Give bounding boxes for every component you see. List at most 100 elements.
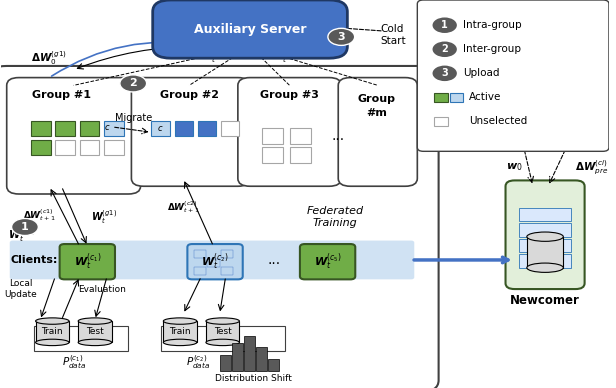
Bar	[208, 259, 220, 267]
Bar	[519, 208, 570, 221]
Text: Local
Update: Local Update	[4, 279, 37, 299]
Text: $c$: $c$	[157, 124, 164, 133]
Bar	[262, 147, 283, 163]
Text: $\boldsymbol{\Delta W}^{(ci)}_{pre}$: $\boldsymbol{\Delta W}^{(ci)}_{pre}$	[575, 158, 609, 176]
Bar	[36, 321, 69, 343]
Circle shape	[432, 17, 457, 33]
Bar	[31, 121, 51, 136]
Text: $\boldsymbol{W}_t^{(c_5)}$: $\boldsymbol{W}_t^{(c_5)}$	[314, 251, 342, 272]
Text: $\boldsymbol{\Delta W}_{t+1}^{(c1)}$: $\boldsymbol{\Delta W}_{t+1}^{(c1)}$	[23, 208, 55, 223]
Text: Intra-group: Intra-group	[463, 20, 522, 30]
Text: 2: 2	[129, 78, 137, 88]
Bar	[232, 343, 243, 371]
Text: $P^{(c_1)}_{data}$: $P^{(c_1)}_{data}$	[62, 353, 86, 371]
Text: $\boldsymbol{\Delta W}_{t+1}^{(c2)}$: $\boldsymbol{\Delta W}_{t+1}^{(c2)}$	[167, 200, 200, 215]
Circle shape	[12, 218, 38, 236]
Text: ...: ...	[268, 253, 281, 267]
Bar	[221, 267, 233, 275]
Bar	[519, 254, 570, 268]
Bar	[79, 121, 99, 136]
Bar	[206, 321, 240, 343]
Bar	[152, 121, 170, 136]
FancyBboxPatch shape	[60, 244, 115, 279]
Bar	[55, 140, 75, 155]
Text: $\boldsymbol{W}_t^{(c_1)}$: $\boldsymbol{W}_t^{(c_1)}$	[74, 251, 102, 272]
Ellipse shape	[78, 339, 111, 346]
Text: ...: ...	[331, 129, 345, 143]
Bar	[434, 93, 448, 102]
Bar	[519, 223, 570, 237]
Bar	[161, 326, 285, 351]
Text: #m: #m	[366, 107, 387, 118]
Bar	[221, 250, 233, 258]
FancyBboxPatch shape	[10, 241, 415, 279]
Ellipse shape	[206, 318, 240, 324]
Ellipse shape	[78, 318, 111, 324]
Bar	[55, 121, 75, 136]
Text: $\tilde{\boldsymbol{w}}_t^{(g_i)}$: $\tilde{\boldsymbol{w}}_t^{(g_i)}$	[202, 47, 225, 65]
Text: Group: Group	[357, 94, 395, 104]
Bar	[269, 359, 279, 371]
Text: Federated
Training: Federated Training	[307, 206, 364, 228]
Text: Group #2: Group #2	[160, 90, 219, 100]
Text: Group #1: Group #1	[32, 90, 91, 100]
Bar	[434, 117, 448, 126]
Text: Inter-group: Inter-group	[463, 44, 521, 54]
Circle shape	[432, 42, 457, 57]
Bar	[79, 140, 99, 155]
Bar	[174, 121, 193, 136]
Bar	[290, 147, 311, 163]
Text: 1: 1	[441, 20, 448, 30]
Bar	[220, 355, 230, 371]
Ellipse shape	[206, 339, 240, 346]
Bar	[194, 250, 206, 258]
FancyBboxPatch shape	[238, 78, 341, 186]
Bar	[290, 128, 311, 144]
Bar	[163, 321, 197, 343]
Text: Train: Train	[169, 327, 191, 336]
Bar	[450, 93, 463, 102]
Bar	[34, 326, 128, 351]
Text: 1: 1	[21, 222, 29, 232]
Ellipse shape	[527, 263, 563, 272]
Text: Test: Test	[86, 327, 103, 336]
Text: $\boldsymbol{W}_t^{(g1)}$: $\boldsymbol{W}_t^{(g1)}$	[8, 226, 36, 244]
Circle shape	[120, 75, 147, 92]
Text: Distribution Shift: Distribution Shift	[214, 374, 291, 383]
FancyBboxPatch shape	[187, 244, 243, 279]
Text: $\boldsymbol{W}_t^{(g1)}$: $\boldsymbol{W}_t^{(g1)}$	[91, 208, 117, 226]
Text: Newcomer: Newcomer	[510, 294, 580, 307]
Bar	[104, 121, 123, 136]
Bar	[104, 140, 123, 155]
Ellipse shape	[36, 318, 69, 324]
Ellipse shape	[163, 339, 197, 346]
Text: $\boldsymbol{\Delta W}_0^{(g1)}$: $\boldsymbol{\Delta W}_0^{(g1)}$	[31, 49, 67, 67]
Text: Active: Active	[469, 92, 501, 102]
FancyBboxPatch shape	[506, 180, 585, 289]
FancyBboxPatch shape	[300, 244, 355, 279]
Bar	[519, 239, 570, 252]
Text: 3: 3	[441, 68, 448, 78]
FancyBboxPatch shape	[7, 78, 140, 194]
Text: 2: 2	[441, 44, 448, 54]
Text: $P^{(c_2)}_{data}$: $P^{(c_2)}_{data}$	[186, 353, 211, 371]
Bar	[256, 347, 267, 371]
Ellipse shape	[527, 232, 563, 241]
Ellipse shape	[36, 339, 69, 346]
Bar	[244, 336, 255, 371]
Text: Migrate: Migrate	[115, 113, 152, 123]
Bar	[262, 128, 283, 144]
Text: Upload: Upload	[463, 68, 500, 78]
Bar	[31, 140, 51, 155]
Text: Test: Test	[214, 327, 232, 336]
Text: Group #3: Group #3	[260, 90, 319, 100]
Text: Unselected: Unselected	[469, 116, 527, 126]
Text: $\boldsymbol{W}_t^{(c_2)}$: $\boldsymbol{W}_t^{(c_2)}$	[201, 251, 229, 272]
Ellipse shape	[163, 318, 197, 324]
Bar	[198, 121, 216, 136]
Bar	[78, 321, 111, 343]
Bar	[527, 237, 563, 268]
FancyBboxPatch shape	[0, 66, 439, 388]
Text: Evaluation: Evaluation	[78, 284, 126, 294]
Text: Clients:: Clients:	[10, 255, 58, 265]
